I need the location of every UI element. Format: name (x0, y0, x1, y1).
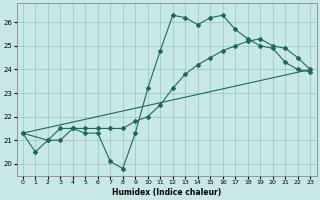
X-axis label: Humidex (Indice chaleur): Humidex (Indice chaleur) (112, 188, 221, 197)
